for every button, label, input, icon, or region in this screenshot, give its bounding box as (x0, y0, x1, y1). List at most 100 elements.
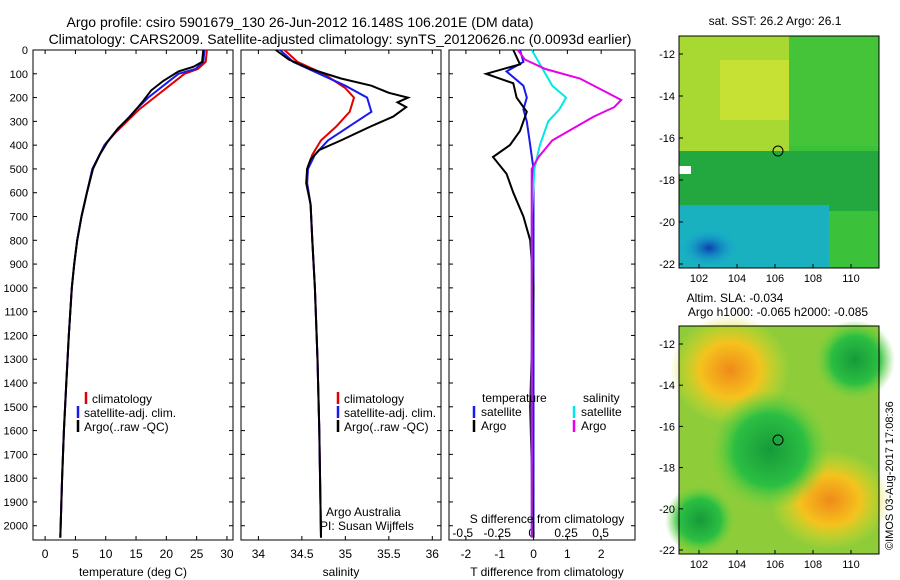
legend-s-argo: Argo (581, 419, 607, 433)
legend-t-argo: Argo (481, 419, 507, 433)
map-x-tick-label: 104 (728, 273, 746, 285)
series-argo (59, 49, 205, 538)
depth-tick-label: 600 (10, 188, 28, 200)
x-tick-label: 15 (129, 547, 143, 561)
depth-tick-label: 1100 (4, 307, 28, 319)
map-x-tick-label: 106 (766, 559, 784, 571)
depth-tick-label: 400 (10, 140, 28, 152)
figure-title-line1: Argo profile: csiro 5901679_130 26-Jun-2… (67, 14, 534, 30)
depth-axis: 0 100 200 300 400 500 600 700 800 900 1000 1100 1200… (4, 45, 635, 533)
temperature-legend: climatology satellite-adj. clim. Argo(..… (76, 392, 176, 434)
depth-tick-label: 0 (22, 45, 28, 57)
x-tick-label: 10 (99, 547, 113, 561)
map-y-tick-label: -14 (659, 380, 675, 392)
map-y-tick-label: -14 (659, 91, 675, 103)
legend-satellite-clim: satellite-adj. clim. (84, 406, 176, 420)
temperature-plot-frame (32, 49, 234, 541)
series-salinity-satellite (530, 49, 568, 538)
depth-tick-label: 900 (10, 259, 28, 271)
sst-coldest-blob (679, 228, 739, 268)
legend-climatology: climatology (92, 392, 152, 406)
sst-map-axes: -12 -14 -16 -18 -20 -22 102 104 106 108 110 (659, 49, 860, 285)
series-argo (275, 49, 412, 538)
sla-float-location-marker (772, 434, 784, 446)
depth-tick-label: 1700 (4, 449, 28, 461)
sst-missing-pixel (679, 166, 691, 174)
depth-tick-label: 1400 (4, 378, 28, 390)
x-tick-label: 0.25 (554, 526, 578, 540)
imos-stamp: ©IMOS 03-Aug-2017 17:08:36 (884, 401, 896, 550)
map-y-tick-label: -18 (659, 463, 675, 475)
x-tick-label: 34.5 (290, 547, 314, 561)
depth-tick-label: 100 (10, 69, 28, 81)
difference-legend: temperature salinity satellite Argo sate… (472, 391, 622, 433)
x-tick-label: 2 (598, 547, 605, 561)
depth-tick-label: 1000 (4, 283, 28, 295)
map-x-tick-label: 110 (842, 559, 860, 571)
map-x-tick-label: 108 (804, 273, 822, 285)
profile-lines (59, 49, 623, 538)
depth-tick-label: 1300 (4, 354, 28, 366)
series-satellite-adj-clim- (279, 49, 373, 538)
pi-note: PI: Susan Wijffels (320, 519, 414, 533)
sst-warm-core (720, 60, 790, 120)
x-tick-label: 5 (72, 547, 79, 561)
depth-tick-label: 1900 (4, 497, 28, 509)
depth-tick-label: 2000 (4, 521, 28, 533)
sla-map-frame (678, 325, 880, 555)
sst-float-location-marker (772, 145, 784, 157)
x-tick-label: 34 (252, 547, 266, 561)
legend-argo: Argo(..raw -QC) (344, 420, 429, 434)
legend-s-satellite: satellite (581, 405, 622, 419)
sla-low-anomaly-east (815, 320, 895, 400)
temperature-x-axis: 0 5 10 15 20 25 30 (42, 50, 234, 561)
sla-map (665, 315, 895, 555)
x-tick-label: 36 (426, 547, 440, 561)
depth-tick-label: 1500 (4, 402, 28, 414)
depth-tick-label: 1200 (4, 330, 28, 342)
map-y-tick-label: -20 (659, 504, 675, 516)
depth-tick-label: 1800 (4, 473, 28, 485)
x-tick-label: 0 (42, 547, 49, 561)
salinity-x-axis: 34 34.5 35 35.5 36 (252, 50, 440, 561)
sst-map-frame (678, 35, 880, 269)
legend-satellite-clim: satellite-adj. clim. (344, 406, 436, 420)
difference-plot-frame (448, 49, 636, 541)
depth-tick-label: 200 (10, 93, 28, 105)
x-tick-label: 20 (160, 547, 174, 561)
s-difference-label: S difference from climatology (470, 512, 625, 526)
map-y-tick-label: -16 (659, 421, 675, 433)
x-tick-label: 0.5 (592, 526, 609, 540)
series-climatology (59, 49, 208, 538)
map-y-tick-label: -12 (659, 339, 675, 351)
x-tick-label: -2 (461, 547, 472, 561)
salinity-xlabel: salinity (323, 565, 360, 579)
sst-green-region (789, 36, 879, 146)
depth-tick-label: 300 (10, 116, 28, 128)
x-tick-label: 35.5 (377, 547, 401, 561)
map-y-tick-label: -18 (659, 175, 675, 187)
x-tick-label: -0.25 (484, 526, 512, 540)
x-tick-label: 25 (190, 547, 204, 561)
depth-tick-label: 1600 (4, 426, 28, 438)
x-tick-label: -1 (494, 547, 505, 561)
x-tick-label: -0.5 (452, 526, 473, 540)
legend-temperature-title: temperature (482, 391, 547, 405)
x-tick-label: 0 (530, 547, 537, 561)
sla-map-axes: -12 -14 -16 -18 -20 -22 102 104 106 108 110 (659, 339, 860, 571)
legend-salinity-title: salinity (583, 391, 620, 405)
map-y-tick-label: -16 (659, 133, 675, 145)
depth-tick-label: 800 (10, 235, 28, 247)
salinity-legend: climatology satellite-adj. clim. Argo(..… (320, 392, 436, 533)
map-x-tick-label: 110 (842, 273, 860, 285)
argo-australia-note: Argo Australia (326, 505, 401, 519)
sla-low-anomaly-southwest (665, 485, 735, 555)
temperature-xlabel: temperature (deg C) (79, 565, 187, 579)
map-x-tick-label: 108 (804, 559, 822, 571)
map-y-tick-label: -20 (659, 217, 675, 229)
series-temperature-satellite (504, 49, 535, 538)
sla-low-anomaly-center (710, 390, 830, 510)
sst-map-title: sat. SST: 26.2 Argo: 26.1 (709, 14, 842, 28)
figure-title-line2: Climatology: CARS2009. Satellite-adjuste… (49, 31, 632, 47)
